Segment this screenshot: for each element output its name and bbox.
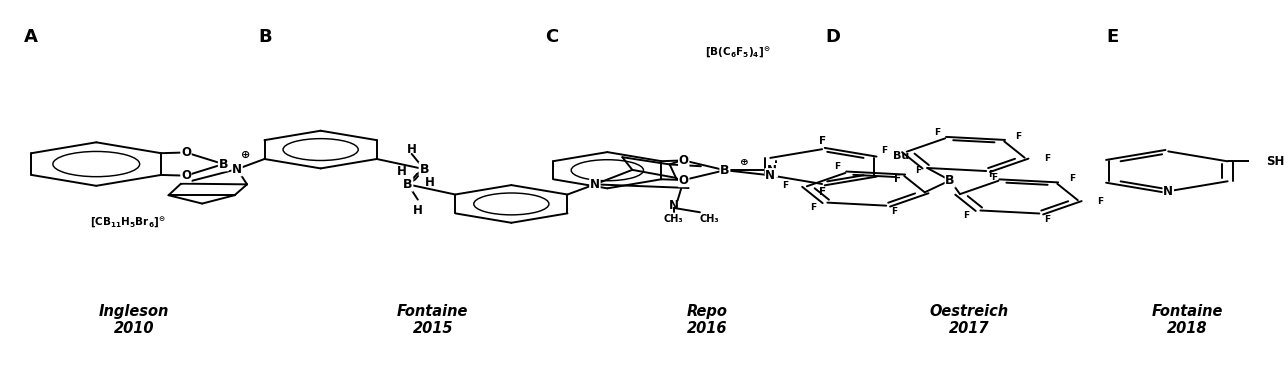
Text: F: F [935, 128, 941, 137]
Text: N: N [669, 199, 679, 212]
Text: F: F [782, 181, 788, 190]
Text: O: O [181, 169, 191, 182]
Text: Ingleson
2010: Ingleson 2010 [99, 304, 169, 336]
Text: N: N [232, 163, 243, 176]
Text: F: F [1097, 197, 1103, 206]
Text: $\mathbf{[CB_{11}H_5Br_6]^{\circleddash}}$: $\mathbf{[CB_{11}H_5Br_6]^{\circleddash}… [90, 216, 166, 231]
Text: F: F [818, 136, 826, 146]
Text: C: C [544, 28, 559, 46]
Text: ⊕: ⊕ [241, 151, 250, 160]
Text: B: B [945, 174, 955, 187]
Text: F: F [882, 146, 887, 155]
Text: F: F [894, 174, 901, 184]
Text: N: N [765, 169, 776, 182]
Text: H: H [425, 176, 435, 189]
Text: F: F [1044, 154, 1050, 163]
Text: N: N [589, 178, 600, 191]
Text: O: O [181, 146, 191, 159]
Text: SH: SH [1266, 155, 1284, 168]
Text: F: F [987, 170, 994, 179]
Text: Fontaine
2018: Fontaine 2018 [1152, 304, 1222, 336]
Text: F: F [818, 187, 826, 197]
Text: B: B [420, 163, 429, 176]
Text: H: H [413, 204, 422, 217]
Text: Repo
2016: Repo 2016 [687, 304, 728, 336]
Text: F: F [1044, 215, 1050, 224]
Text: D: D [826, 28, 841, 46]
Text: B: B [720, 164, 729, 177]
Text: F: F [1016, 132, 1022, 141]
Text: $\mathbf{[B(C_6F_5)_4]^{\circleddash}}$: $\mathbf{[B(C_6F_5)_4]^{\circleddash}}$ [705, 46, 770, 61]
Text: Oestreich
2017: Oestreich 2017 [930, 304, 1008, 336]
Text: F: F [891, 207, 898, 216]
Text: E: E [1106, 28, 1118, 46]
Text: F: F [963, 211, 969, 220]
Text: H: H [407, 143, 416, 156]
Text: B: B [403, 178, 412, 191]
Text: F: F [810, 203, 815, 212]
Text: H: H [397, 165, 407, 178]
Text: CH₃: CH₃ [700, 214, 719, 224]
Text: F: F [835, 162, 841, 171]
Text: N: N [1163, 185, 1174, 198]
Text: ⊕: ⊕ [740, 157, 749, 167]
Text: CH₃: CH₃ [664, 214, 683, 224]
Text: O: O [679, 174, 688, 187]
Text: N: N [768, 164, 777, 177]
Text: Fontaine
2015: Fontaine 2015 [397, 304, 469, 336]
Text: B: B [218, 158, 229, 170]
Text: B: B [258, 28, 272, 46]
Text: F: F [915, 166, 922, 176]
Text: F: F [991, 173, 996, 182]
Text: F: F [1068, 174, 1075, 183]
Text: O: O [679, 154, 688, 167]
Text: Bu: Bu [894, 151, 909, 161]
Text: A: A [24, 28, 37, 46]
